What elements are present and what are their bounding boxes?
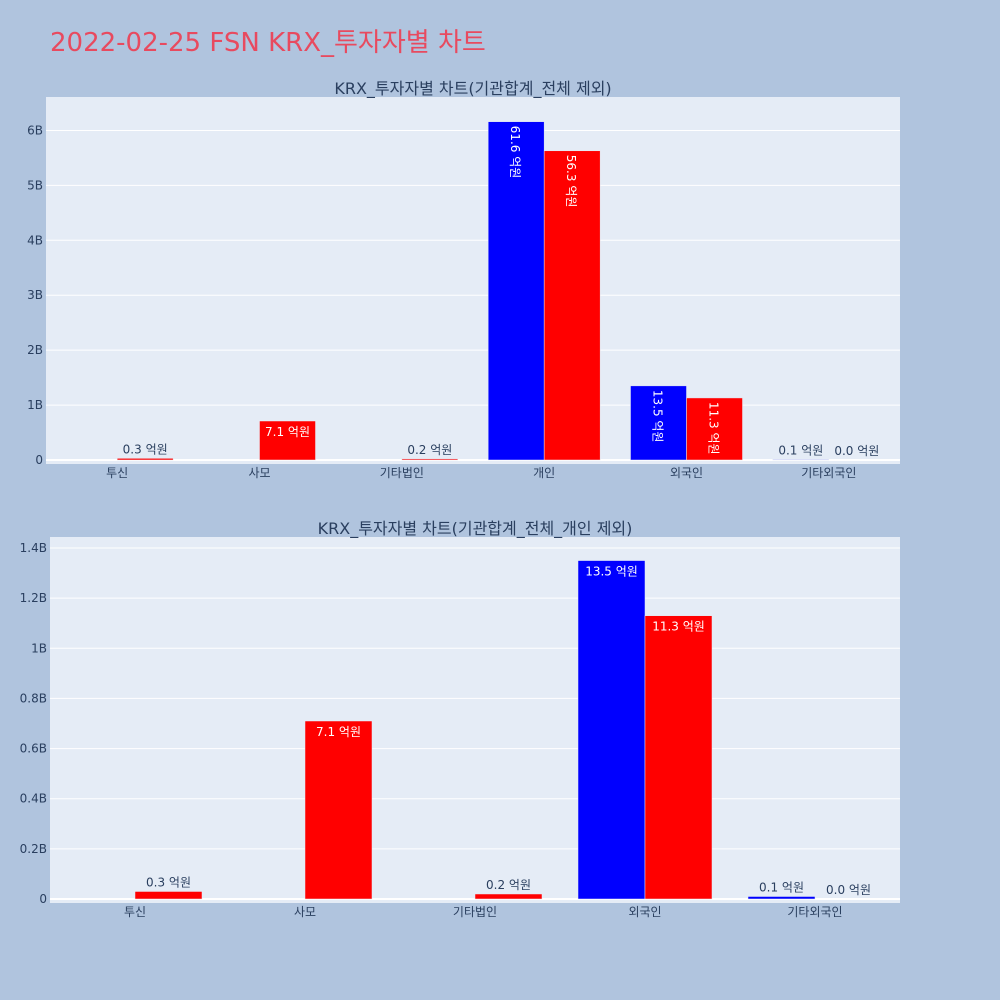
data-label: 0.0 억원 <box>826 883 871 897</box>
y-tick-label: 0.6B <box>20 742 47 756</box>
bar <box>747 896 816 900</box>
data-label: 7.1 억원 <box>316 725 361 739</box>
bar <box>474 893 543 900</box>
x-tick-label: 기타외국인 <box>801 466 856 480</box>
data-label: 0.3 억원 <box>123 442 168 456</box>
plot-area <box>50 537 900 903</box>
bar <box>772 459 830 461</box>
bar <box>487 121 545 461</box>
y-tick-label: 2B <box>27 343 43 357</box>
plot-area <box>46 97 900 464</box>
data-label: 0.2 억원 <box>486 878 531 892</box>
bar <box>401 458 459 461</box>
data-label: 0.2 억원 <box>407 443 452 457</box>
y-tick-label: 1.2B <box>20 591 47 605</box>
x-tick-label: 사모 <box>248 466 270 480</box>
y-tick-label: 0.8B <box>20 691 47 705</box>
y-tick-label: 0.4B <box>20 792 47 806</box>
y-tick-label: 1.4B <box>20 541 47 555</box>
data-label: 0.3 억원 <box>146 875 191 889</box>
data-label: 13.5 억원 <box>585 565 638 579</box>
x-tick-label: 투신 <box>106 466 128 480</box>
data-label: 13.5 억원 <box>651 390 665 443</box>
x-tick-label: 기타외국인 <box>787 905 842 919</box>
x-tick-label: 외국인 <box>670 466 703 480</box>
x-tick-label: 외국인 <box>628 905 661 919</box>
y-tick-label: 6B <box>27 123 43 137</box>
bar <box>116 458 174 461</box>
data-label: 0.1 억원 <box>778 443 823 457</box>
chart-title: KRX_투자자별 차트(기관합계_전체_개인 제외) <box>318 519 633 539</box>
bar <box>686 397 743 461</box>
y-tick-label: 5B <box>27 178 43 192</box>
x-tick-label: 기타법인 <box>380 466 424 480</box>
data-label: 61.6 억원 <box>508 126 522 179</box>
bar <box>644 615 713 900</box>
data-label: 11.3 억원 <box>707 402 721 455</box>
bar <box>577 560 646 900</box>
y-tick-label: 0 <box>35 453 43 467</box>
bar <box>259 420 316 461</box>
bar <box>543 150 601 461</box>
data-label: 11.3 억원 <box>652 620 705 634</box>
y-tick-label: 4B <box>27 233 43 247</box>
x-tick-label: 개인 <box>533 466 555 480</box>
y-tick-label: 0.2B <box>20 842 47 856</box>
bar <box>630 385 687 461</box>
data-label: 56.3 억원 <box>564 155 578 208</box>
x-tick-label: 투신 <box>124 905 146 919</box>
data-label: 0.1 억원 <box>759 880 804 894</box>
main-title: 2022-02-25 FSN KRX_투자자별 차트 <box>50 28 486 58</box>
y-tick-label: 0 <box>39 892 47 906</box>
bar <box>304 720 373 900</box>
y-tick-label: 1B <box>31 641 47 655</box>
y-tick-label: 1B <box>27 398 43 412</box>
data-label: 7.1 억원 <box>265 425 310 439</box>
chart-title: KRX_투자자별 차트(기관합계_전체 제외) <box>334 79 611 99</box>
x-tick-label: 기타법인 <box>453 905 497 919</box>
x-tick-label: 사모 <box>294 905 316 919</box>
y-tick-label: 3B <box>27 288 43 302</box>
data-label: 0.0 억원 <box>834 444 879 458</box>
bar <box>134 891 203 900</box>
